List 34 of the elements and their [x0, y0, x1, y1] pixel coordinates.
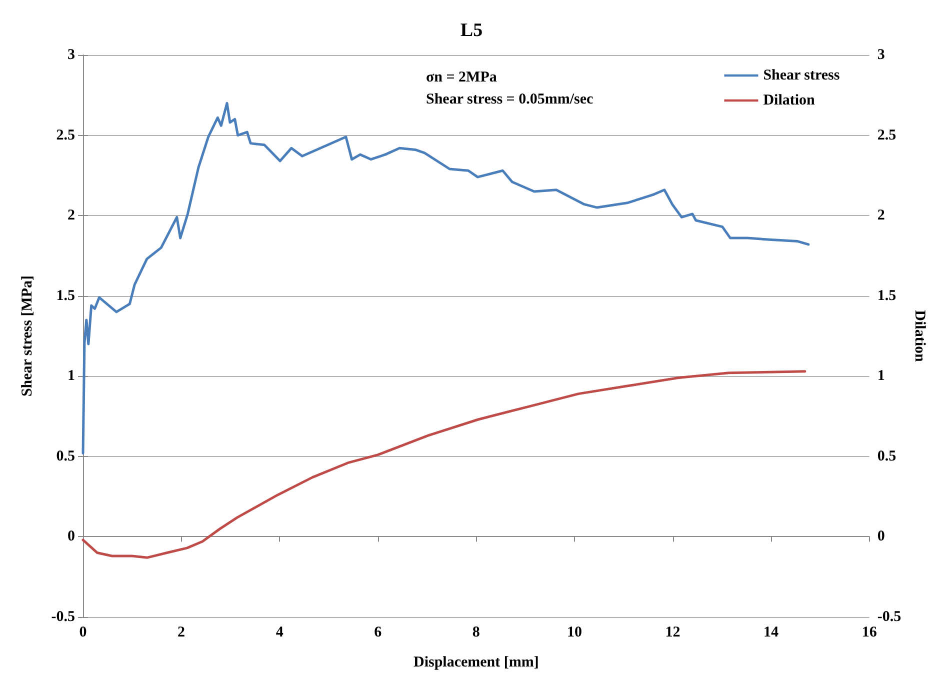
y2-axis-title: Dilation [912, 310, 928, 362]
y2-tick-label: 1.5 [877, 288, 896, 304]
x-axis-title: Displacement [mm] [413, 654, 539, 670]
y2-tick-label: -0.5 [877, 609, 902, 625]
x-tick-label: 4 [276, 624, 284, 640]
x-tick-label: 14 [764, 624, 780, 640]
y2-tick-label: 0.5 [877, 448, 896, 464]
y2-tick-label: 2 [877, 208, 885, 224]
x-tick-label: 16 [862, 624, 878, 640]
y-tick-label: 3 [68, 47, 75, 63]
y-tick-label: 0.5 [56, 448, 75, 464]
y2-tick-label: 0 [877, 528, 885, 545]
y2-tick-label: 2.5 [877, 127, 896, 144]
annotation: Shear stress = 0.05mm/sec [426, 92, 594, 108]
x-tick-label: 8 [472, 624, 480, 640]
y-tick-label: -0.5 [51, 609, 75, 625]
y-tick-label: 1.5 [56, 288, 75, 304]
legend-label: Shear stress [763, 68, 840, 84]
line-series [82, 370, 806, 559]
x-tick-label: 0 [79, 624, 87, 640]
annotation: σn = 2MPa [426, 70, 498, 86]
y-tick-label: 2.5 [56, 127, 75, 144]
legend-label: Dilation [763, 92, 816, 108]
x-tick-label: 6 [374, 624, 382, 640]
x-tick-label: 10 [566, 624, 582, 640]
y-tick-label: 1 [68, 368, 75, 384]
y2-tick-label: 1 [877, 368, 885, 384]
x-tick-label: 2 [178, 624, 186, 640]
y-tick-label: 2 [68, 208, 75, 224]
y-axis-title: Shear stress [MPa] [20, 275, 36, 397]
x-tick-label: 12 [665, 624, 680, 640]
y-tick-label: 0 [68, 528, 75, 545]
y2-tick-label: 3 [877, 47, 885, 63]
chart-title: L5 [460, 20, 483, 41]
